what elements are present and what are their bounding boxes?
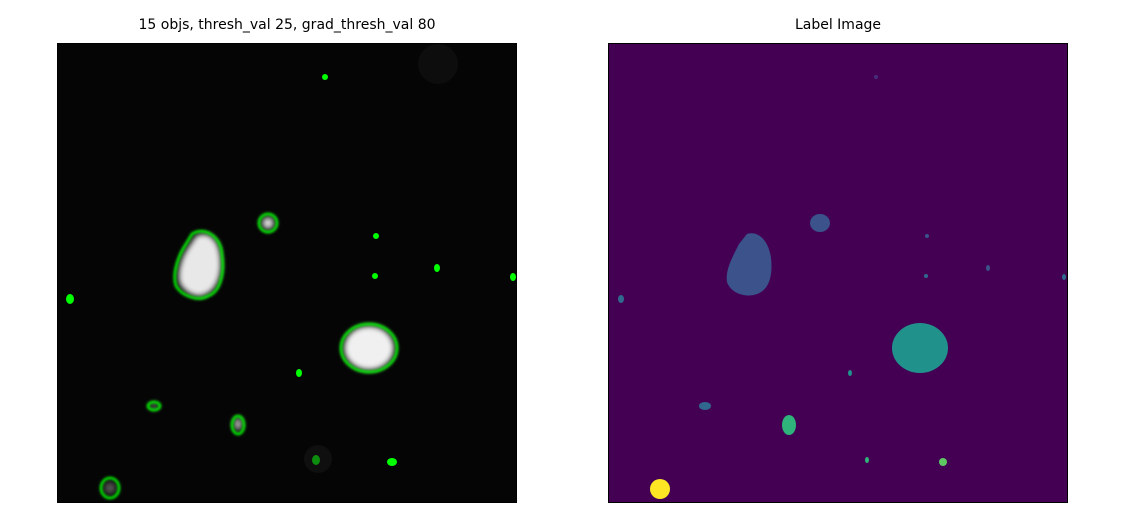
cell-blob [178,234,221,296]
right-panel-title: Label Image [794,17,882,33]
label-region [925,234,929,238]
small-object [372,273,378,279]
small-object [296,369,302,377]
label-region [810,214,830,232]
label-region [848,370,852,376]
small-object [66,294,74,304]
label-region [699,402,711,410]
overlay-canvas [66,44,516,500]
contour [99,476,121,500]
small-object [387,458,397,466]
label-region [939,458,947,466]
cell-blob [262,217,274,229]
label-region [782,415,796,435]
contour [339,322,399,374]
label-region [874,75,878,79]
label-region [650,479,670,499]
small-object [434,264,440,272]
cell-blob [344,326,394,370]
left-panel-title: 15 objs, thresh_val 25, grad_thresh_val … [138,17,436,33]
label-region [986,265,990,271]
label-region [865,457,869,463]
small-object [373,233,379,239]
contour [230,414,246,436]
cell-blob [104,482,116,494]
label-region [726,233,772,296]
label-image [608,43,1068,503]
contour [173,229,225,300]
label-canvas [618,75,1066,499]
small-object [510,273,516,281]
contour [257,212,279,234]
label-region [892,323,948,373]
label-region [924,274,928,278]
label-region [618,295,624,303]
label-region [1062,274,1066,280]
segmentation-overlay-image [57,43,517,503]
small-object [322,74,328,80]
contour [146,400,162,412]
cell-blob [234,418,242,430]
cell-blob [150,403,158,409]
